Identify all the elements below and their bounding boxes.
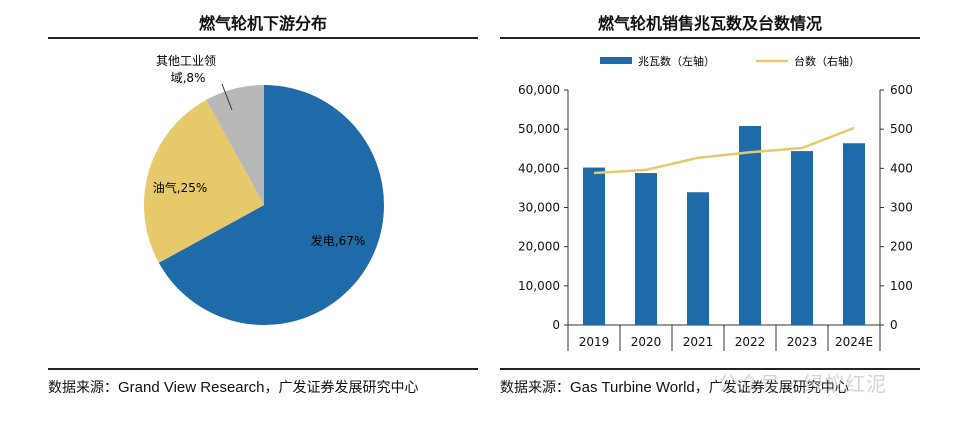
other-slice-label-line2: 域,8% bbox=[171, 71, 206, 85]
legend-bar-label: 兆瓦数（左轴） bbox=[638, 54, 715, 68]
chart-legend: 兆瓦数（左轴） 台数（右轴） bbox=[600, 54, 860, 68]
bar-megawatts bbox=[843, 143, 865, 325]
bar-megawatts bbox=[739, 126, 761, 326]
left-bottom-rule bbox=[48, 368, 478, 370]
bar-line-chart: 兆瓦数（左轴） 台数（右轴） 0 10,000 20,000 30,000 40,000… bbox=[518, 54, 913, 351]
left-tick-label: 20,000 bbox=[518, 240, 560, 254]
left-tick-label: 10,000 bbox=[518, 279, 560, 293]
bar-megawatts bbox=[583, 167, 605, 325]
line-unit-count bbox=[593, 126, 855, 175]
right-tick-label: 0 bbox=[890, 318, 898, 332]
right-title-rule bbox=[500, 37, 920, 39]
pie-slice-power bbox=[158, 85, 384, 325]
right-tick-label: 500 bbox=[890, 122, 913, 136]
pie-slice-other bbox=[206, 85, 264, 205]
left-tick-label: 30,000 bbox=[518, 201, 560, 215]
bar-megawatts bbox=[635, 173, 657, 325]
pie-chart-title: 燃气轮机下游分布 bbox=[198, 14, 327, 33]
x-tick-label: 2024E bbox=[835, 335, 873, 349]
x-tick-label: 2021 bbox=[683, 335, 714, 349]
left-source-suffix: ，广发证券发展研究中心 bbox=[264, 380, 419, 396]
oilgas-slice-label: 油气,25% bbox=[153, 180, 208, 195]
right-tick-label: 400 bbox=[890, 161, 913, 175]
watermark: 公众号 · 绿蚁红泥 bbox=[718, 372, 888, 396]
right-tick-label: 600 bbox=[890, 83, 913, 97]
other-slice-leader-line bbox=[221, 83, 233, 111]
left-source-name: Grand View Research bbox=[118, 379, 265, 396]
other-slice-label-line1: 其他工业领 bbox=[156, 54, 216, 68]
x-tick-label: 2019 bbox=[579, 335, 610, 349]
pie-slice-oilgas bbox=[143, 99, 264, 263]
left-tick-label: 50,000 bbox=[518, 122, 560, 136]
bar-chart-title: 燃气轮机销售兆瓦数及台数情况 bbox=[597, 14, 822, 33]
bar-megawatts bbox=[791, 151, 813, 325]
right-tick-label: 300 bbox=[890, 201, 913, 215]
right-source-suffix: ，广发证券发展研究中心 bbox=[694, 380, 849, 396]
left-source-note: 数据来源：Grand View Research，广发证券发展研究中心 bbox=[48, 377, 418, 397]
left-title-rule bbox=[48, 37, 478, 39]
right-tick-label: 100 bbox=[890, 279, 913, 293]
right-source-prefix: 数据来源： bbox=[500, 380, 570, 396]
right-source-name: Gas Turbine World bbox=[570, 379, 695, 396]
left-tick-label: 40,000 bbox=[518, 161, 560, 175]
power-slice-label: 发电,67% bbox=[311, 233, 366, 248]
x-tick-label: 2022 bbox=[735, 335, 766, 349]
left-tick-label: 0 bbox=[552, 318, 560, 332]
x-tick-label: 2023 bbox=[787, 335, 818, 349]
legend-bar-swatch bbox=[600, 57, 632, 64]
bar-megawatts bbox=[687, 192, 709, 325]
pie-chart: 其他工业领 域,8% 油气,25% 发电,67% bbox=[143, 54, 384, 325]
left-tick-label: 60,000 bbox=[518, 83, 560, 97]
right-tick-label: 200 bbox=[890, 240, 913, 254]
right-source-note: 数据来源：Gas Turbine World，广发证券发展研究中心 bbox=[500, 377, 849, 397]
right-bottom-rule bbox=[500, 368, 920, 370]
left-source-prefix: 数据来源： bbox=[48, 380, 118, 396]
x-tick-label: 2020 bbox=[631, 335, 662, 349]
legend-line-label: 台数（右轴） bbox=[794, 54, 860, 68]
